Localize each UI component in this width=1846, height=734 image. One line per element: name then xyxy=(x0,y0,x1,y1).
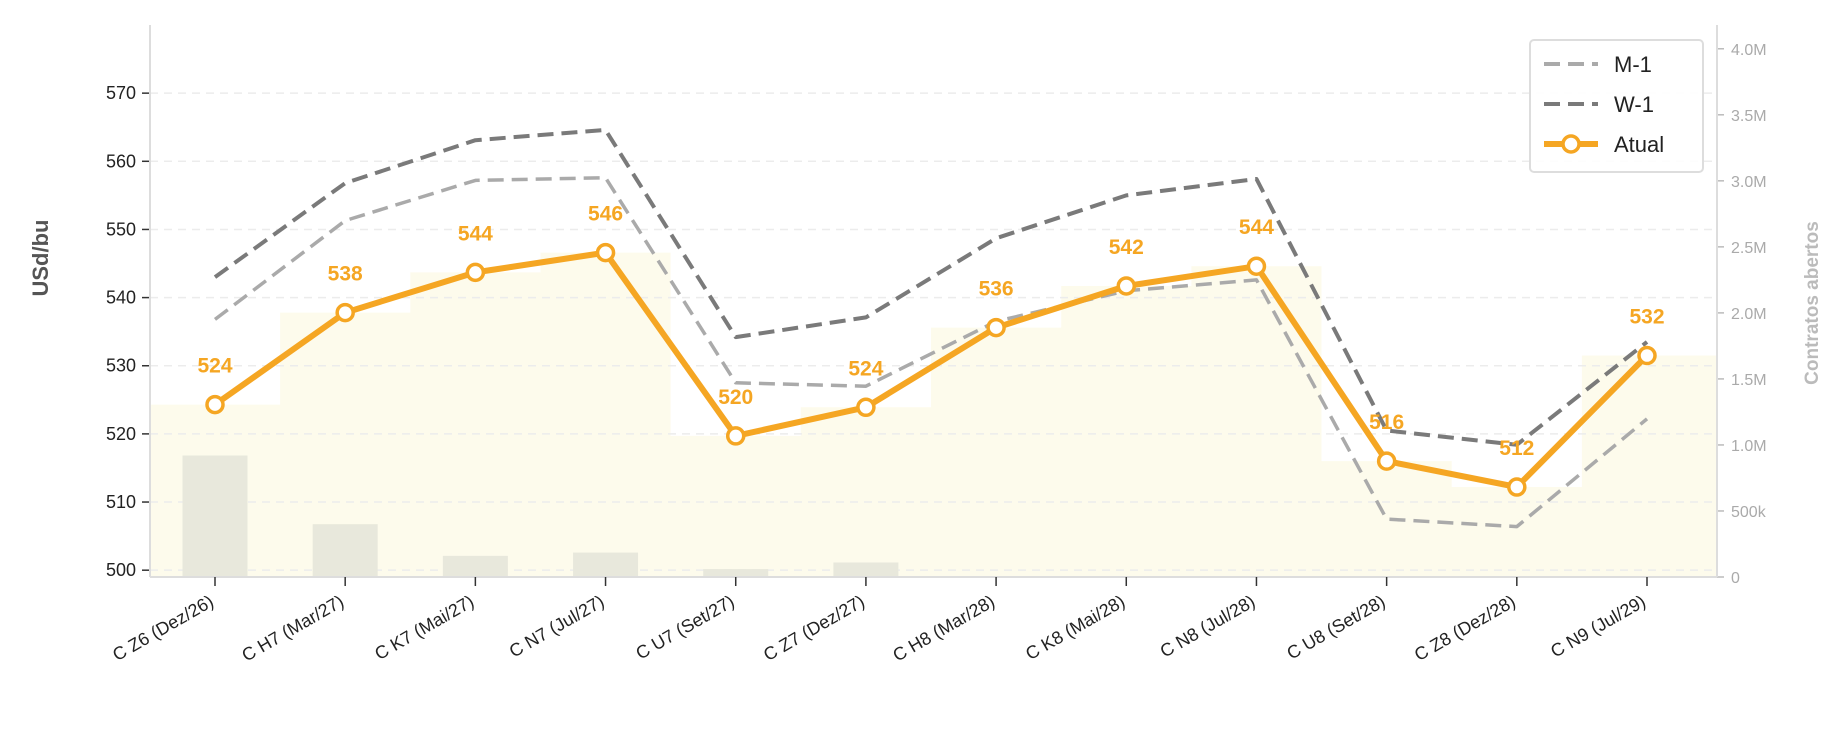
legend-label: Atual xyxy=(1614,132,1664,157)
area-fill xyxy=(150,252,1717,577)
data-point xyxy=(335,302,355,323)
data-label: 524 xyxy=(197,355,232,378)
data-label: 538 xyxy=(328,263,363,286)
data-point xyxy=(595,242,616,263)
x-tick-label: C N7 (Jul/27) xyxy=(506,591,608,661)
data-point xyxy=(205,394,225,415)
data-label: 516 xyxy=(1369,411,1404,434)
y-tick-label: 510 xyxy=(106,492,136,512)
x-tick-label: C K7 (Mai/27) xyxy=(371,591,477,664)
data-point xyxy=(856,397,876,418)
data-point xyxy=(725,426,746,446)
y2-tick-label: 3.5M xyxy=(1731,108,1767,125)
current-curve-area-fill xyxy=(150,252,1717,577)
x-tick-label: C K8 (Mai/28) xyxy=(1022,591,1128,664)
data-point xyxy=(465,262,486,283)
y-tick-label: 520 xyxy=(106,424,136,444)
data-label: 520 xyxy=(718,386,753,409)
y-tick-label: 500 xyxy=(106,560,136,580)
data-point xyxy=(1116,276,1137,296)
legend-label: W-1 xyxy=(1614,92,1654,117)
legend-item-atual: Atual xyxy=(1544,132,1664,157)
y2-tick-label: 1.5M xyxy=(1731,372,1767,389)
data-point xyxy=(986,317,1006,338)
series-lines xyxy=(205,127,1657,529)
data-labels: 524 538 544 546 520 524 536 542 544 516 512 532 xyxy=(197,203,1664,460)
open-interest-bar xyxy=(573,552,639,577)
data-label: 544 xyxy=(1239,216,1274,239)
data-label: 524 xyxy=(848,357,883,380)
series-line-w-1 xyxy=(213,127,1649,447)
data-label: 544 xyxy=(458,222,493,245)
x-tick-label: C H8 (Mar/28) xyxy=(889,591,998,665)
data-point xyxy=(1376,451,1397,471)
y2-tick-label: 4.0M xyxy=(1731,42,1767,59)
open-interest-bar xyxy=(312,524,378,577)
y2-tick-label: 2.5M xyxy=(1731,240,1767,257)
legend-marker xyxy=(1561,134,1581,154)
data-label: 532 xyxy=(1629,306,1664,329)
y-tick-label: 560 xyxy=(106,151,136,171)
x-tick-label: C U8 (Set/28) xyxy=(1283,591,1388,663)
y2-tick-label: 0 xyxy=(1731,570,1740,587)
data-label: 542 xyxy=(1109,236,1144,259)
legend: M-1 W-1 Atual xyxy=(1529,39,1704,173)
open-interest-bar xyxy=(833,562,899,577)
y-tick-label: 540 xyxy=(106,288,136,308)
x-tick-label: C Z8 (Dez/28) xyxy=(1411,591,1519,665)
open-interest-bar xyxy=(182,455,248,577)
y2-tick-label: 2.0M xyxy=(1731,306,1767,323)
open-interest-bars xyxy=(182,455,899,577)
data-label: 536 xyxy=(979,278,1014,301)
legend-label: M-1 xyxy=(1614,52,1652,77)
x-tick-label: C N8 (Jul/28) xyxy=(1157,591,1259,661)
x-tick-label: C Z7 (Dez/27) xyxy=(760,591,868,665)
data-label: 512 xyxy=(1499,437,1534,460)
legend-item-m-1: M-1 xyxy=(1544,52,1652,77)
data-label: 546 xyxy=(588,203,623,226)
x-tick-label: C H7 (Mar/27) xyxy=(238,591,347,665)
open-interest-bar xyxy=(442,555,508,577)
y-tick-label: 530 xyxy=(106,356,136,376)
series-line-m-1 xyxy=(213,175,1649,529)
data-point xyxy=(1507,477,1527,497)
series-line-atual xyxy=(212,249,1650,490)
x-tick-label: C U7 (Set/27) xyxy=(632,591,737,663)
y2-tick-label: 500k xyxy=(1731,504,1767,521)
x-tick-label: C Z6 (Dez/26) xyxy=(109,591,217,665)
y2-axis-title: Contratos abertos xyxy=(1802,221,1823,385)
y-axis-title: USd/bu xyxy=(28,220,53,297)
open-interest-bar xyxy=(703,569,769,577)
y2-tick-label: 3.0M xyxy=(1731,174,1767,191)
x-tick-label: C N9 (Jul/29) xyxy=(1547,591,1649,661)
data-point xyxy=(1637,345,1657,366)
legend-item-w-1: W-1 xyxy=(1544,92,1654,117)
data-point xyxy=(1246,256,1267,276)
y-tick-label: 570 xyxy=(106,83,136,103)
grid-lines xyxy=(150,92,1717,571)
y-tick-label: 550 xyxy=(106,219,136,239)
y2-tick-label: 1.0M xyxy=(1731,438,1767,455)
